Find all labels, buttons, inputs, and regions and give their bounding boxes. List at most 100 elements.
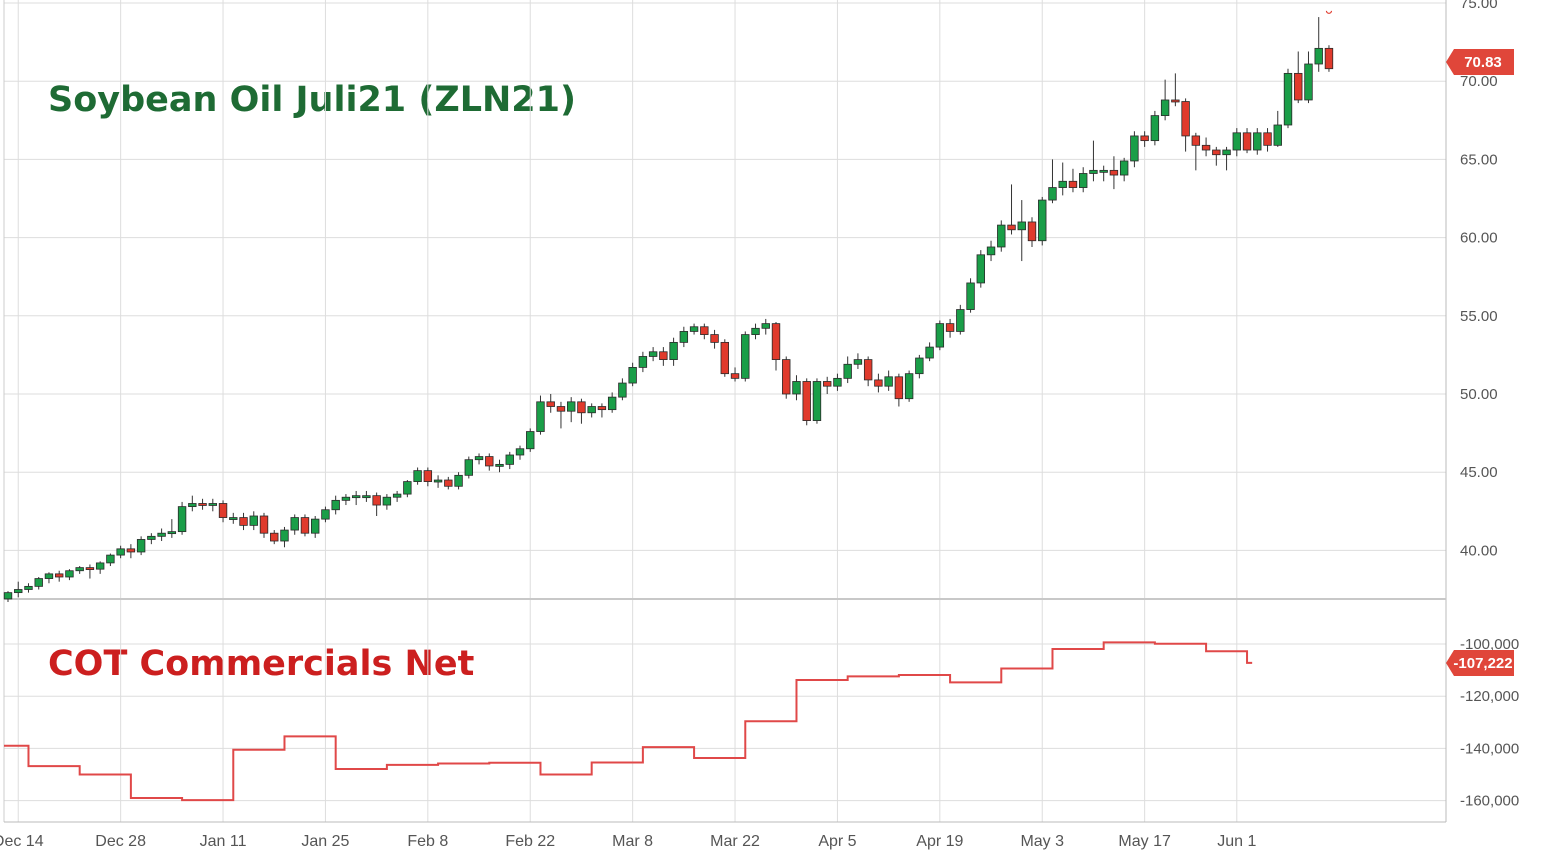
candle-body	[372, 495, 381, 506]
candle-body	[1314, 47, 1323, 65]
candle-body	[1038, 199, 1047, 242]
candle-body	[259, 515, 269, 534]
candle-body	[505, 454, 514, 465]
candle-body	[945, 323, 955, 332]
candle-body	[935, 323, 945, 348]
candle-body	[1191, 135, 1201, 146]
candle-body	[751, 327, 760, 335]
candle-body	[280, 529, 289, 542]
candle-body	[597, 406, 607, 411]
candle-body	[198, 503, 207, 506]
candle-body	[710, 334, 719, 343]
candle-body	[587, 406, 596, 414]
cot-net-line	[4, 641, 1253, 802]
candle-body	[188, 503, 197, 508]
candle-body	[720, 341, 729, 375]
candle-body	[3, 592, 13, 600]
candle-body	[976, 254, 985, 284]
candle-body	[1089, 169, 1098, 174]
cot-y-tick-label: -140,000	[1460, 740, 1519, 757]
cot-y-tick-label: -100,000	[1460, 636, 1519, 653]
candle-body	[956, 309, 965, 332]
x-tick-label: Apr 5	[818, 833, 856, 850]
candle-body	[638, 356, 648, 368]
candle-body	[495, 463, 504, 467]
price-y-tick-label: 45.00	[1460, 464, 1498, 481]
candle-body	[689, 326, 699, 332]
candle-body	[1160, 99, 1170, 117]
candle-body	[884, 376, 893, 387]
candle-body	[577, 401, 586, 414]
candle-body	[648, 351, 658, 357]
candle-body	[147, 535, 156, 540]
candle-body	[1068, 180, 1078, 188]
candle-body	[116, 548, 125, 556]
candle-body	[1294, 72, 1303, 101]
candle-body	[1212, 149, 1221, 156]
price-y-tick-label: 55.00	[1460, 308, 1498, 325]
candle-body	[915, 357, 924, 375]
candle-body	[136, 539, 146, 553]
price-y-tick-label: 50.00	[1460, 386, 1498, 403]
candle-body	[556, 406, 566, 412]
candle-body	[986, 246, 996, 256]
candle-body	[659, 351, 668, 360]
candle-body	[741, 334, 750, 379]
candle-body	[1324, 47, 1334, 70]
candle-body	[1181, 101, 1190, 137]
last-cot-badge: -107,222	[1446, 650, 1514, 676]
candle-body	[1079, 173, 1088, 188]
candle-body	[1232, 132, 1241, 151]
candle-body	[925, 346, 934, 359]
candle-body	[75, 567, 84, 572]
candle-body	[177, 506, 187, 533]
candle-body	[1058, 180, 1067, 188]
x-tick-label: Jun 1	[1217, 833, 1256, 850]
x-tick-label: Mar 8	[612, 833, 653, 850]
candle-body	[321, 509, 330, 520]
candle-body	[300, 517, 310, 534]
candle-body	[167, 531, 177, 535]
candle-body	[95, 562, 105, 570]
candle-body	[802, 381, 811, 421]
candle-body	[229, 517, 238, 520]
candle-body	[290, 517, 299, 531]
price-y-tick-label: 65.00	[1460, 151, 1498, 168]
price-y-tick-label: 75.00	[1460, 0, 1498, 12]
candle-body	[966, 282, 975, 310]
candle-body	[14, 589, 23, 594]
candle-body	[249, 515, 258, 526]
candle-body	[44, 573, 54, 579]
candle-body	[679, 331, 689, 343]
x-tick-label: May 3	[1020, 833, 1064, 850]
candle-body	[536, 401, 545, 432]
candle-body	[1017, 221, 1026, 231]
candle-body	[546, 401, 555, 407]
candle-body	[1109, 169, 1119, 176]
last-cot-badge-label: -107,222	[1453, 655, 1512, 672]
candle-body	[485, 456, 494, 467]
candle-body	[1222, 149, 1231, 156]
candle-body	[1171, 99, 1180, 103]
candle-body	[362, 495, 371, 499]
last-candle-marker	[1325, 10, 1333, 14]
candle-body	[1150, 115, 1160, 142]
candle-body	[106, 554, 115, 564]
candle-body	[997, 224, 1006, 248]
candles-group	[3, 17, 1334, 603]
x-tick-label: Dec 28	[95, 833, 146, 850]
x-tick-label: Feb 22	[505, 833, 555, 850]
candle-body	[1304, 63, 1313, 101]
last-price-badge-shape	[1446, 49, 1514, 75]
candle-body	[85, 567, 95, 571]
candle-body	[607, 396, 617, 411]
x-tick-label: Apr 19	[916, 833, 963, 850]
candle-body	[1048, 187, 1057, 201]
candle-body	[1027, 221, 1037, 242]
price-y-tick-label: 70.00	[1460, 73, 1498, 90]
candle-body	[1201, 144, 1211, 151]
x-tick-label: Mar 22	[710, 833, 760, 850]
candle-body	[1283, 72, 1293, 126]
last-price-badge: 70.83	[1446, 49, 1514, 75]
candle-body	[403, 481, 412, 495]
